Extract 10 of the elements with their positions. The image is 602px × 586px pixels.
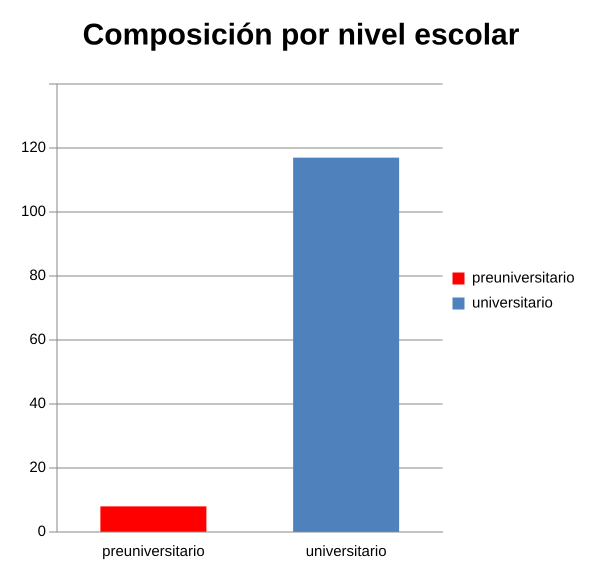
legend-label: universitario: [472, 294, 553, 312]
y-tick-label: 20: [29, 459, 46, 476]
y-tick-label: 120: [20, 139, 46, 156]
chart-title: Composición por nivel escolar: [82, 18, 520, 52]
legend-label: preuniversitario: [472, 270, 575, 287]
y-tick-label: 0: [38, 523, 46, 540]
y-tick-label: 40: [29, 395, 46, 412]
y-tick-label: 60: [29, 331, 46, 348]
y-tick-label: 100: [20, 203, 46, 220]
y-tick-label: 80: [29, 267, 46, 284]
